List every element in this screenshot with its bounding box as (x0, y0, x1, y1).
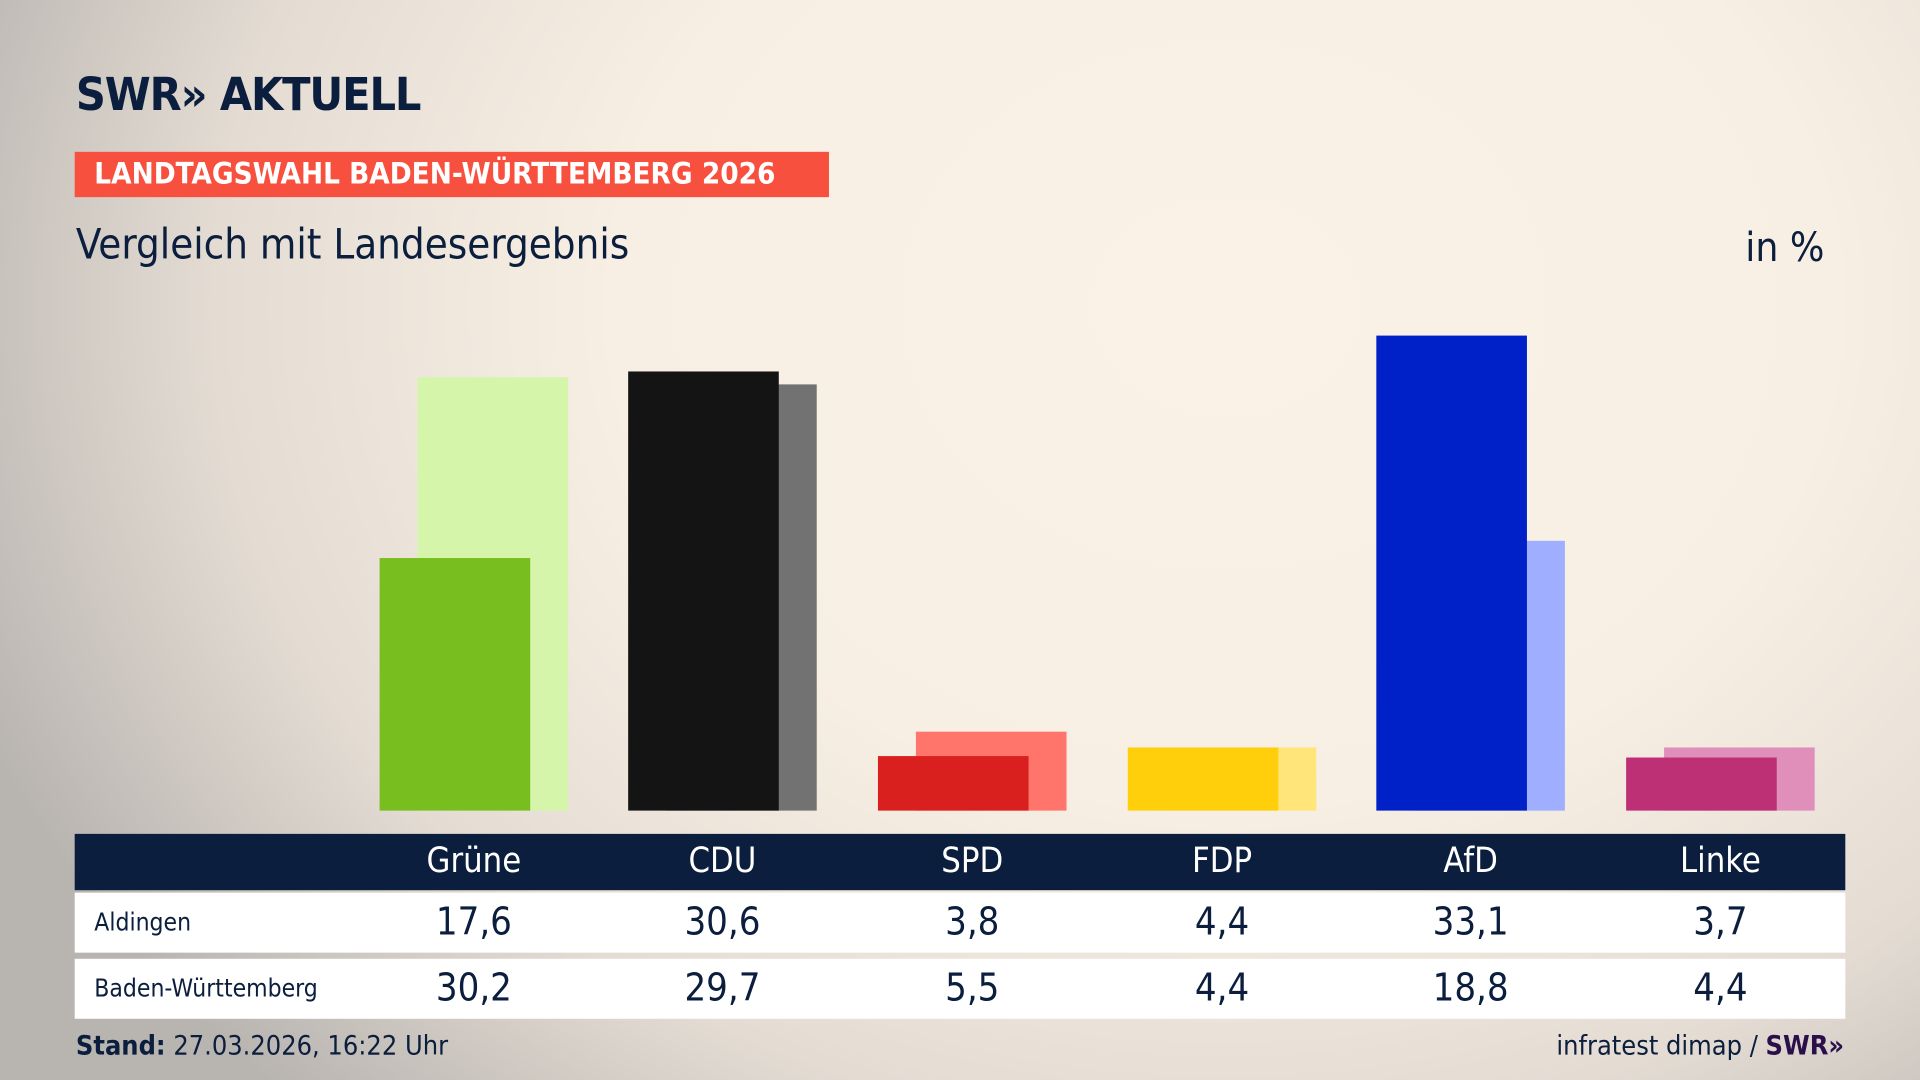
swr-aktuell-logo: SWR» AKTUELL (75, 68, 422, 122)
bar-aldingen-linke (1626, 757, 1777, 811)
source: infratest dimap / SWR» (1556, 1031, 1844, 1062)
value-cell: 30,2 (435, 966, 512, 1011)
table-row: Aldingen 17,6 30,6 3,8 4,4 33,1 3,7 (74, 892, 1846, 953)
value-cell: 30,6 (684, 900, 761, 945)
table-header: Grüne CDU SPD FDP AfD Linke (74, 833, 1846, 891)
value-cell: 3,8 (945, 900, 1000, 945)
bar-aldingen-grüne (379, 558, 531, 811)
election-kicker: LANDTAGSWAHL BADEN-WÜRTTEMBERG 2026 (74, 151, 829, 198)
bar-aldingen-afd (1376, 335, 1527, 811)
table-row: Baden-Württemberg 30,2 29,7 5,5 4,4 18,8 4,4 (74, 958, 1846, 1019)
source-text: infratest dimap / (1556, 1031, 1766, 1062)
value-cell: 3,7 (1693, 900, 1748, 945)
value-cell: 33,1 (1432, 900, 1509, 945)
value-cell: 4,4 (1194, 900, 1250, 945)
value-cell: 5,5 (945, 966, 1000, 1011)
bar-aldingen-spd (877, 756, 1029, 811)
stand-label: Stand: (75, 1031, 166, 1062)
bar-aldingen-fdp (1127, 747, 1279, 811)
column-header: AfD (1443, 840, 1498, 881)
row-label: Baden-Württemberg (94, 973, 318, 1003)
column-header: SPD (941, 840, 1004, 881)
timestamp: Stand: 27.03.2026, 16:22 Uhr (76, 1031, 448, 1062)
swr-logo: SWR» (1765, 1031, 1845, 1062)
results-table: Grüne CDU SPD FDP AfD Linke Aldingen 17,6 30,6 3… (74, 833, 1846, 1019)
stand-value: 27.03.2026, 16:22 Uhr (165, 1031, 449, 1062)
bar-aldingen-cdu (628, 371, 779, 811)
value-cell: 29,7 (684, 966, 761, 1011)
value-cell: 18,8 (1432, 966, 1509, 1011)
column-header: Grüne (426, 840, 522, 881)
chart-subtitle: Vergleich mit Landesergebnis (75, 220, 630, 270)
row-label: Aldingen (94, 907, 192, 937)
column-header: FDP (1191, 840, 1253, 881)
value-cell: 17,6 (435, 900, 512, 945)
value-cell: 4,4 (1194, 966, 1250, 1011)
value-cell: 4,4 (1693, 966, 1748, 1011)
column-header: Linke (1679, 840, 1761, 881)
column-header: CDU (688, 840, 757, 881)
unit-label: in % (1745, 222, 1825, 271)
